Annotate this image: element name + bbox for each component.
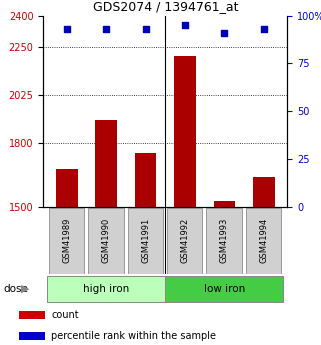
Text: dose: dose [3,284,28,294]
Point [65,26,70,32]
Point [261,26,266,32]
FancyBboxPatch shape [246,208,281,274]
Text: GSM41990: GSM41990 [102,218,111,263]
Text: count: count [51,310,79,320]
Bar [213,201,235,207]
Text: GSM41992: GSM41992 [180,218,189,263]
Point [104,26,109,32]
Text: percentile rank within the sample: percentile rank within the sample [51,331,216,341]
Point [182,22,187,28]
FancyBboxPatch shape [167,208,203,274]
Bar [253,177,274,207]
Bar [56,169,78,207]
Bar [47,276,165,302]
Bar [174,56,196,207]
Bar [165,276,283,302]
Bar [19,312,45,319]
Bar [19,332,45,339]
Text: GSM41993: GSM41993 [220,218,229,263]
Point [222,30,227,36]
FancyBboxPatch shape [128,208,163,274]
Text: GSM41994: GSM41994 [259,218,268,263]
Point [143,26,148,32]
Text: GSM41989: GSM41989 [63,218,72,263]
Text: low iron: low iron [204,284,245,294]
Text: ▶: ▶ [21,284,29,294]
Text: GSM41991: GSM41991 [141,218,150,263]
Title: GDS2074 / 1394761_at: GDS2074 / 1394761_at [92,0,238,13]
FancyBboxPatch shape [88,208,124,274]
Text: high iron: high iron [83,284,129,294]
FancyBboxPatch shape [206,208,242,274]
Bar [95,120,117,207]
FancyBboxPatch shape [49,208,84,274]
Bar [135,153,156,207]
